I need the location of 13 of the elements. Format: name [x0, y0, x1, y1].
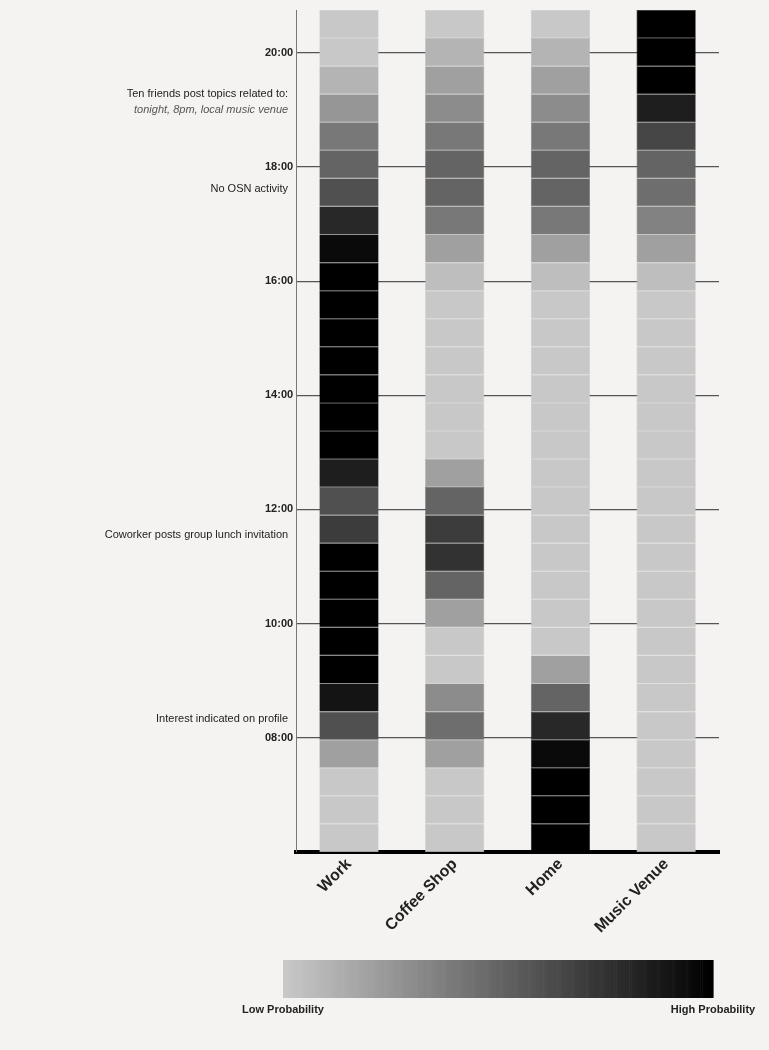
y-tick-label: 20:00: [264, 45, 294, 58]
text: Coworker posts group lunch invitation: [104, 528, 289, 541]
text: Interest indicated on profile: [156, 711, 289, 724]
text: Ten friends post topics related to: tonight, 8pm, local music venue: [126, 86, 289, 115]
color-bar-label: Low Probability: [242, 1002, 325, 1015]
y-tick-label: 08:00: [264, 730, 294, 743]
y-tick-label: 14:00: [264, 388, 294, 401]
y-tick-label: 10:00: [264, 616, 294, 629]
color-bar-label: High Probability: [670, 1002, 757, 1015]
y-tick-label: 16:00: [264, 274, 294, 287]
y-tick-label: 12:00: [264, 502, 294, 515]
y-tick-label: 18:00: [264, 159, 294, 172]
text: No OSN activity: [210, 181, 289, 194]
